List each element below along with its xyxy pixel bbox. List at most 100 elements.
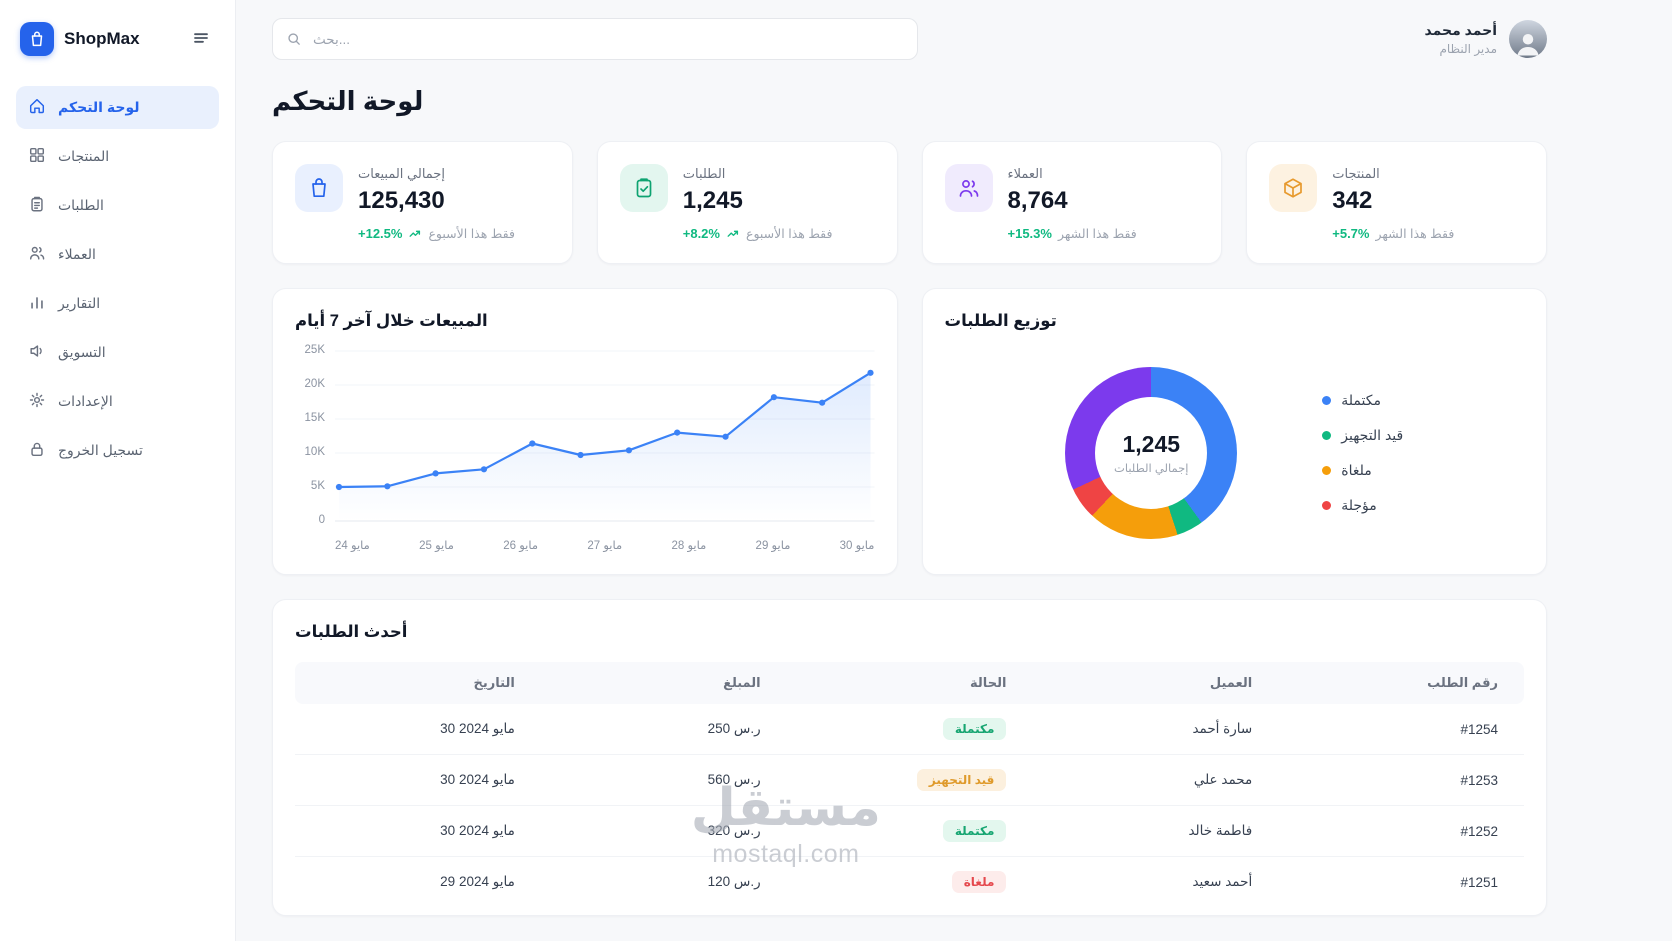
line-chart-plot <box>335 350 875 526</box>
orders-table-body: #1254 سارة أحمد مكتملة 250 ر.س 30 مايو 2024 #… <box>295 704 1524 907</box>
sidebar-item-dashboard[interactable]: لوحة التحكم <box>16 86 219 129</box>
y-axis-tick-label: 5K <box>310 480 325 492</box>
sidebar-item-label: الإعدادات <box>58 393 113 409</box>
sidebar-item-label: تسجيل الخروج <box>58 442 143 458</box>
legend-item: ملغاة <box>1322 462 1403 479</box>
stat-card-products: المنتجات 342 +5.7% فقط هذا الشهر <box>1246 141 1547 264</box>
sidebar-item-logout[interactable]: تسجيل الخروج <box>16 429 219 472</box>
status-badge: ملغاة <box>951 871 1007 893</box>
stat-value: 125,430 <box>358 187 445 214</box>
order-customer-cell: سارة أحمد <box>1032 704 1279 755</box>
line-chart-y-axis: 25K 20K 15K 10K 5K 0 <box>295 344 325 526</box>
orders-distribution-card: توزيع الطلبات 1,245 إجمالي الطلبات مكتمل… <box>921 288 1547 575</box>
sidebar-item-reports[interactable]: التقارير <box>16 282 219 325</box>
sidebar-item-orders[interactable]: الطلبات <box>16 184 219 227</box>
table-title: أحدث الطلبات <box>295 623 408 641</box>
search-input[interactable] <box>272 18 918 60</box>
stat-label: الطلبات <box>682 166 726 181</box>
x-axis-tick-label: 27 مايو <box>587 540 623 552</box>
status-badge: مكتملة <box>942 820 1007 842</box>
main-content: أحمد محمد مدير النظام لوحة التحكم إجم <box>236 0 1672 941</box>
search-bar <box>272 18 918 60</box>
x-axis-tick-label: 28 مايو <box>671 540 707 552</box>
line-chart-svg <box>335 350 875 522</box>
legend-item: قيد التجهيز <box>1322 427 1403 444</box>
column-header-date: التاريخ <box>295 662 541 704</box>
order-date-cell: 29 مايو 2024 <box>440 874 515 889</box>
column-header-status: الحالة <box>786 662 1033 704</box>
stat-card-total-sales: إجمالي المبيعات 125,430 +12.5% فقط هذا ا… <box>272 141 573 264</box>
x-axis-tick-label: 29 مايو <box>755 540 791 552</box>
sidebar-item-label: العملاء <box>58 246 96 262</box>
stat-label: العملاء <box>1007 166 1043 181</box>
grid-icon <box>28 146 46 167</box>
stat-value: 1,245 <box>682 187 743 214</box>
sidebar-header: ShopMax <box>16 20 219 58</box>
x-axis-tick-label: 30 مايو <box>839 540 875 552</box>
brand: ShopMax <box>20 22 140 56</box>
latest-orders-card: أحدث الطلبات رقم الطلب العميل الحالة الم… <box>272 599 1547 916</box>
sidebar-nav: لوحة التحكم المنتجات الطلبات العملاء الت… <box>16 86 219 472</box>
order-status-cell: ملغاة <box>787 857 1033 908</box>
user-menu[interactable]: أحمد محمد مدير النظام <box>1425 20 1547 58</box>
stat-label: المنتجات <box>1332 166 1380 181</box>
package-icon <box>1269 164 1318 212</box>
sidebar-item-marketing[interactable]: التسويق <box>16 331 219 374</box>
clipboard-icon <box>28 195 46 216</box>
user-info: أحمد محمد مدير النظام <box>1425 22 1497 56</box>
user-avatar[interactable] <box>1509 20 1547 58</box>
legend-dot-icon <box>1322 431 1332 440</box>
column-header-customer: العميل <box>1032 662 1279 704</box>
order-customer-cell: فاطمة خالد <box>1032 805 1279 857</box>
sidebar-item-label: التسويق <box>58 344 106 360</box>
status-badge: مكتملة <box>942 718 1007 740</box>
order-id-cell: #1252 <box>1278 805 1524 857</box>
x-axis-tick-label: 26 مايو <box>503 540 539 552</box>
chart-title: توزيع الطلبات <box>944 312 1057 330</box>
order-customer-cell: محمد علي <box>1032 754 1279 806</box>
stat-note: فقط هذا الأسبوع <box>745 227 833 241</box>
stat-value: 8,764 <box>1007 187 1068 214</box>
users-icon <box>944 164 993 212</box>
page-title: لوحة التحكم <box>272 86 424 116</box>
order-amount-cell: 120 ر.س <box>707 874 761 889</box>
donut-chart: 1,245 إجمالي الطلبات <box>1065 367 1238 539</box>
users-icon <box>28 244 46 265</box>
sidebar-item-customers[interactable]: العملاء <box>16 233 219 276</box>
sidebar-item-products[interactable]: المنتجات <box>16 135 219 178</box>
legend-dot-icon <box>1322 501 1332 510</box>
sidebar-item-label: لوحة التحكم <box>58 99 140 115</box>
order-date-cell: 30 مايو 2024 <box>295 704 541 755</box>
order-id-cell: #1254 <box>1278 704 1524 755</box>
legend-label: ملغاة <box>1341 462 1372 478</box>
stat-change: +15.3% <box>1007 226 1052 241</box>
orders-table-header: رقم الطلب العميل الحالة المبلغ التاريخ <box>295 662 1524 704</box>
donut-total-value: 1,245 <box>1122 431 1181 457</box>
sidebar-item-label: الطلبات <box>58 197 104 213</box>
order-date-cell: 30 مايو 2024 <box>295 754 541 806</box>
menu-toggle-button[interactable] <box>187 24 215 55</box>
stat-card-orders: الطلبات 1,245 +8.2% فقط هذا الأسبوع <box>596 141 898 264</box>
donut-total-label: إجمالي الطلبات <box>1114 463 1189 475</box>
stat-note: فقط هذا الشهر <box>1375 227 1455 241</box>
table-row: #1251 أحمد سعيد ملغاة 120 ر.س 29 مايو 2024 <box>295 857 1524 908</box>
column-header-order-id: رقم الطلب <box>1278 662 1524 704</box>
column-header-amount: المبلغ <box>540 662 787 704</box>
sidebar-item-label: المنتجات <box>58 148 110 164</box>
y-axis-tick-label: 20K <box>304 378 325 390</box>
user-role: مدير النظام <box>1439 42 1497 56</box>
stat-change: +8.2% <box>682 226 720 241</box>
sidebar: ShopMax لوحة التحكم المنتجات الطلبات <box>0 0 236 941</box>
stat-card-customers: العملاء 8,764 +15.3% فقط هذا الشهر <box>921 141 1223 264</box>
order-id-cell: #1251 <box>1460 874 1498 890</box>
sidebar-item-label: التقارير <box>58 295 101 311</box>
stat-value: 342 <box>1332 187 1373 214</box>
clipboard-check-icon <box>619 164 668 212</box>
megaphone-icon <box>28 342 46 363</box>
sidebar-item-settings[interactable]: الإعدادات <box>16 380 219 423</box>
y-axis-tick-label: 0 <box>318 514 325 526</box>
legend-item: مؤجلة <box>1322 497 1403 514</box>
order-amount-cell: 560 ر.س <box>540 754 787 806</box>
topbar: أحمد محمد مدير النظام <box>272 18 1547 60</box>
